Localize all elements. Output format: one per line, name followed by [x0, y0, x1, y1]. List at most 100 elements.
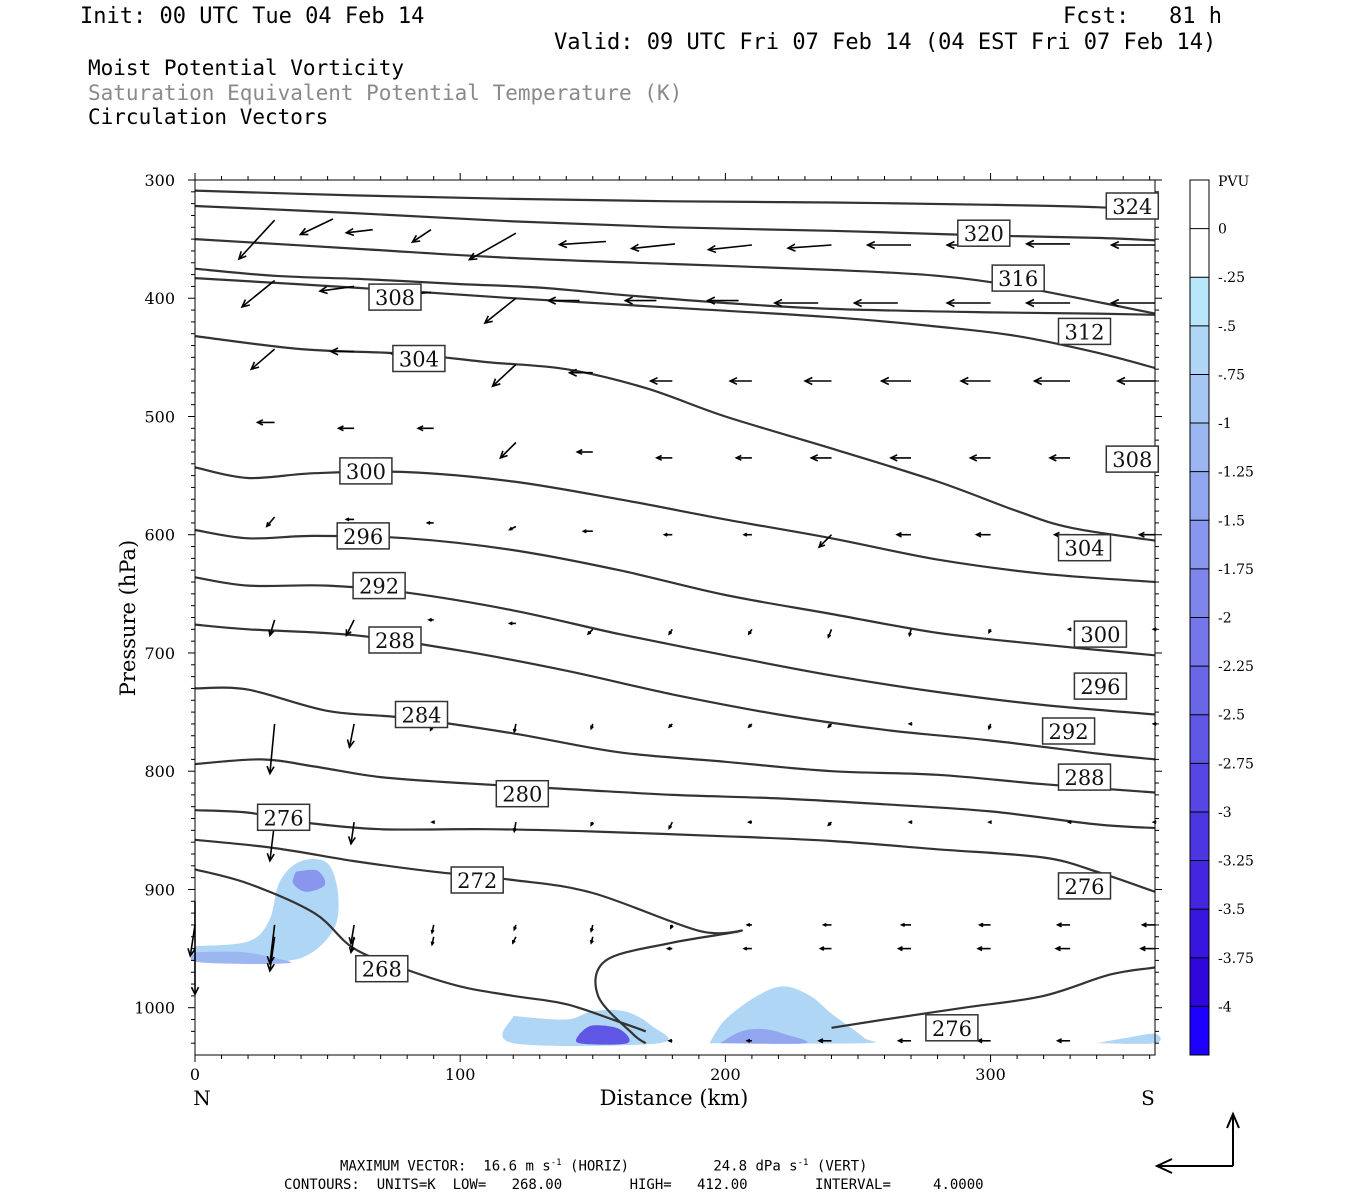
- vector-shaft: [241, 279, 276, 308]
- colorbar-swatch: [1190, 568, 1209, 618]
- circulation-vector: [1066, 627, 1072, 632]
- init-time: Init: 00 UTC Tue 04 Feb 14: [80, 4, 425, 29]
- contour-label: 268: [355, 954, 409, 983]
- circulation-vector: [827, 629, 833, 639]
- circulation-vector: [513, 924, 517, 932]
- theta-contour-268: [194, 868, 647, 1033]
- circulation-vector: [240, 279, 276, 309]
- y-tick-label: 400: [144, 289, 175, 308]
- vector-head: [705, 296, 716, 305]
- vector-head: [590, 725, 594, 731]
- pv-region-6: [720, 1028, 808, 1044]
- circulation-vector: [507, 621, 516, 626]
- contour-label-box: [1073, 672, 1128, 700]
- circulation-vector: [467, 232, 517, 261]
- vector-head: [896, 1038, 903, 1044]
- vector-shaft: [469, 232, 517, 261]
- circulation-vector: [575, 448, 593, 456]
- contour-label: 276: [256, 803, 311, 832]
- vert-exp: -1: [797, 1158, 809, 1168]
- colorbar-tick-label: -1.5: [1218, 513, 1245, 529]
- vector-head: [1139, 945, 1146, 952]
- vector-head: [977, 922, 984, 928]
- vector-head: [1055, 922, 1062, 928]
- circulation-vector: [668, 821, 674, 830]
- circulation-vector: [976, 1038, 991, 1044]
- vector-shaft: [350, 924, 355, 944]
- contour-label-box: [1057, 533, 1112, 562]
- max-vector-line: MAXIMUM VECTOR: 16.6 m s-1 (HORIZ) 24.8 …: [340, 1158, 867, 1175]
- contour-label-text: 288: [1064, 766, 1104, 790]
- contour-label-text: 304: [399, 348, 439, 372]
- colorbar-units: PVU: [1218, 174, 1250, 190]
- theta-contour-276: [831, 966, 1156, 1029]
- vector-head: [255, 419, 264, 426]
- y-axis-label: Pressure (hPa): [116, 540, 140, 696]
- vector-head: [670, 925, 674, 930]
- circulation-vector: [809, 454, 832, 462]
- vector-head: [567, 368, 578, 377]
- vector-head: [416, 425, 424, 432]
- vector-shaft: [269, 924, 276, 964]
- horiz-value: 16.6 m s: [483, 1158, 551, 1175]
- vector-head: [895, 531, 902, 538]
- vector-head: [818, 946, 825, 951]
- circulation-vector: [590, 723, 594, 731]
- colorbar-tick-label: -.75: [1218, 367, 1245, 383]
- vector-head: [747, 723, 752, 729]
- vector-head: [742, 946, 748, 951]
- circulation-vector: [670, 924, 674, 930]
- horiz-tag: (HORIZ): [570, 1158, 630, 1175]
- vector-head: [329, 347, 339, 356]
- vector-head: [648, 376, 658, 386]
- vector-head: [623, 296, 633, 305]
- vector-head: [266, 852, 275, 863]
- contour-label: 296: [336, 522, 390, 550]
- vector-head: [976, 945, 983, 952]
- vector-head: [187, 948, 196, 958]
- circulation-vector: [567, 368, 593, 377]
- colorbar-tick-label: -4: [1218, 999, 1232, 1015]
- circulation-vector: [491, 363, 517, 388]
- contour-label-box: [1057, 872, 1112, 900]
- contour-label: 288: [368, 626, 422, 654]
- pv-region-7: [1096, 1033, 1161, 1044]
- vector-head: [908, 632, 913, 638]
- circulation-vector: [889, 454, 911, 462]
- circulation-vector: [589, 936, 594, 945]
- vector-head: [1109, 240, 1120, 250]
- vector-head: [1054, 945, 1061, 952]
- circulation-vector: [899, 922, 911, 928]
- circulation-vector: [623, 296, 657, 305]
- vector-shaft: [348, 723, 355, 748]
- vector-shaft: [350, 821, 355, 844]
- contour-label-box: [392, 344, 446, 373]
- circulation-vector: [827, 723, 833, 729]
- circulation-vector: [430, 924, 435, 935]
- circulation-vector: [895, 531, 911, 538]
- circulation-vector: [344, 517, 355, 522]
- vector-head: [1066, 820, 1072, 825]
- vector-head: [746, 820, 752, 825]
- vector-head: [734, 454, 742, 461]
- contour-label-text: 312: [1064, 320, 1104, 344]
- theta-contour-288: [194, 623, 1156, 761]
- contour-label: 276: [1057, 872, 1112, 900]
- circulation-vector: [746, 820, 752, 825]
- axis-layer: 300 400 500 600 700 800 900 1000 0 100 200 300: [134, 171, 1162, 1084]
- vector-head: [318, 285, 328, 295]
- theta-contour-272: [194, 838, 743, 1045]
- contour-label-box: [1105, 445, 1160, 473]
- x-axis-label: Distance (km): [600, 1086, 749, 1110]
- circulation-vector: [345, 619, 355, 638]
- x-end-label-right: S: [1141, 1086, 1155, 1110]
- theta-contour-320: [194, 204, 1156, 242]
- vector-head: [896, 945, 903, 952]
- vector-head: [512, 728, 517, 734]
- circulation-vector: [987, 723, 992, 731]
- circulation-vector: [268, 619, 276, 638]
- contour-label-text: 276: [1064, 875, 1104, 899]
- colorbar-swatch: [1190, 811, 1209, 861]
- contour-label-box: [450, 866, 504, 894]
- vector-head: [237, 251, 247, 261]
